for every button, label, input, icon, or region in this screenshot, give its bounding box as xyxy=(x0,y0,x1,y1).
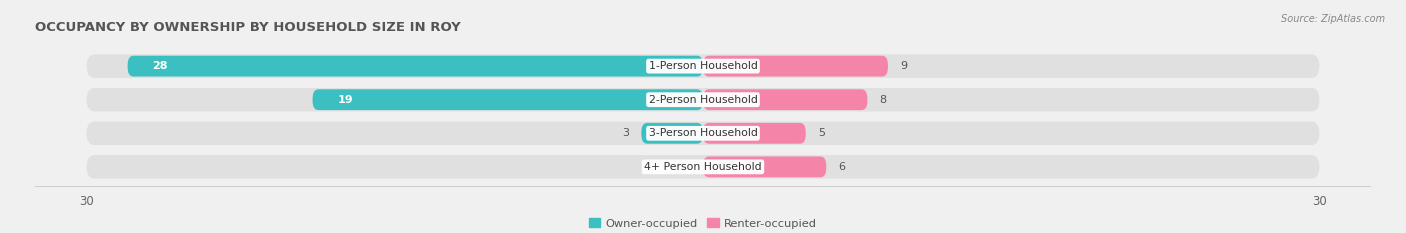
FancyBboxPatch shape xyxy=(703,56,889,76)
FancyBboxPatch shape xyxy=(312,89,703,110)
Text: 9: 9 xyxy=(900,61,907,71)
FancyBboxPatch shape xyxy=(87,155,1319,179)
Text: 6: 6 xyxy=(838,162,845,172)
Text: Source: ZipAtlas.com: Source: ZipAtlas.com xyxy=(1281,14,1385,24)
FancyBboxPatch shape xyxy=(87,54,1319,78)
Text: 1-Person Household: 1-Person Household xyxy=(648,61,758,71)
FancyBboxPatch shape xyxy=(87,88,1319,111)
Legend: Owner-occupied, Renter-occupied: Owner-occupied, Renter-occupied xyxy=(583,213,823,233)
FancyBboxPatch shape xyxy=(703,123,806,144)
Text: 19: 19 xyxy=(337,95,353,105)
Text: 2-Person Household: 2-Person Household xyxy=(648,95,758,105)
Text: 28: 28 xyxy=(152,61,167,71)
Text: 5: 5 xyxy=(818,128,825,138)
Text: 3: 3 xyxy=(621,128,628,138)
Text: OCCUPANCY BY OWNERSHIP BY HOUSEHOLD SIZE IN ROY: OCCUPANCY BY OWNERSHIP BY HOUSEHOLD SIZE… xyxy=(35,21,461,34)
Text: 0: 0 xyxy=(679,162,686,172)
Text: 8: 8 xyxy=(880,95,887,105)
FancyBboxPatch shape xyxy=(703,157,827,177)
Text: 3-Person Household: 3-Person Household xyxy=(648,128,758,138)
FancyBboxPatch shape xyxy=(703,89,868,110)
Text: 4+ Person Household: 4+ Person Household xyxy=(644,162,762,172)
FancyBboxPatch shape xyxy=(87,122,1319,145)
FancyBboxPatch shape xyxy=(128,56,703,76)
FancyBboxPatch shape xyxy=(641,123,703,144)
